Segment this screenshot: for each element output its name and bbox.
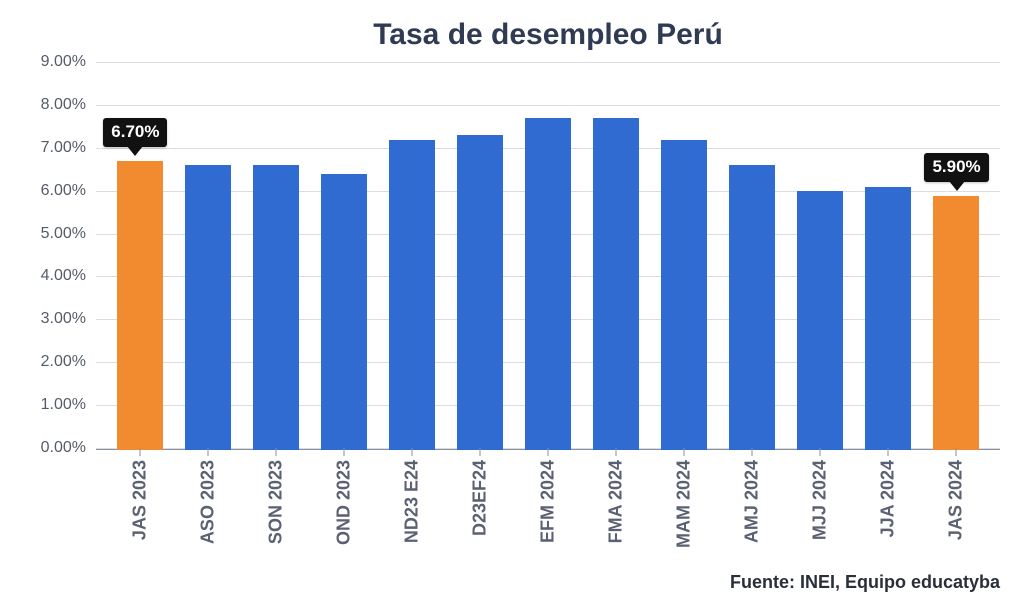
x-label-slot: ND23 E24 bbox=[378, 450, 446, 570]
x-tick-label: EFM 2024 bbox=[538, 460, 559, 543]
bar-slot bbox=[242, 62, 310, 450]
x-label-slot: EFM 2024 bbox=[514, 450, 582, 570]
bar bbox=[797, 191, 843, 450]
x-tick-mark bbox=[412, 448, 413, 456]
bar-slot bbox=[718, 62, 786, 450]
x-label-slot: OND 2023 bbox=[310, 450, 378, 570]
unemployment-chart: Tasa de desempleo Perú 0.00%1.00%2.00%3.… bbox=[0, 0, 1024, 607]
bar-slot: 6.70% bbox=[106, 62, 174, 450]
x-tick-label: MJJ 2024 bbox=[810, 460, 831, 540]
x-label-slot: MJJ 2024 bbox=[786, 450, 854, 570]
x-label-slot: JJA 2024 bbox=[854, 450, 922, 570]
x-tick-mark bbox=[480, 448, 481, 456]
bar-slot bbox=[310, 62, 378, 450]
x-tick-label: AMJ 2024 bbox=[742, 460, 763, 543]
x-label-slot: ASO 2023 bbox=[174, 450, 242, 570]
value-callout: 5.90% bbox=[924, 153, 988, 182]
bar bbox=[321, 174, 367, 450]
x-tick-label: JJA 2024 bbox=[878, 460, 899, 537]
x-tick-mark bbox=[888, 448, 889, 456]
x-label-slot: JAS 2024 bbox=[922, 450, 990, 570]
x-tick-mark bbox=[548, 448, 549, 456]
bar bbox=[865, 187, 911, 450]
x-tick-label: ND23 E24 bbox=[402, 460, 423, 543]
x-tick-label: JAS 2023 bbox=[130, 460, 151, 540]
x-tick-mark bbox=[276, 448, 277, 456]
plot-area: 0.00%1.00%2.00%3.00%4.00%5.00%6.00%7.00%… bbox=[96, 62, 1000, 450]
x-tick-mark bbox=[956, 448, 957, 456]
bar bbox=[525, 118, 571, 450]
y-tick-label: 5.00% bbox=[41, 225, 96, 243]
bar-slot bbox=[446, 62, 514, 450]
x-tick-mark bbox=[820, 448, 821, 456]
x-tick-label: SON 2023 bbox=[266, 460, 287, 544]
x-tick-mark bbox=[684, 448, 685, 456]
bar bbox=[185, 165, 231, 450]
y-tick-label: 8.00% bbox=[41, 96, 96, 114]
x-tick-label: D23EF24 bbox=[470, 460, 491, 536]
x-label-slot: SON 2023 bbox=[242, 450, 310, 570]
bar bbox=[389, 140, 435, 450]
y-tick-label: 4.00% bbox=[41, 267, 96, 285]
bar-slot bbox=[854, 62, 922, 450]
x-tick-label: OND 2023 bbox=[334, 460, 355, 545]
y-tick-label: 9.00% bbox=[41, 53, 96, 71]
x-label-slot: MAM 2024 bbox=[650, 450, 718, 570]
source-caption: Fuente: INEI, Equipo educatyba bbox=[730, 572, 1000, 593]
x-tick-label: MAM 2024 bbox=[674, 460, 695, 548]
y-tick-label: 3.00% bbox=[41, 310, 96, 328]
x-tick-label: JAS 2024 bbox=[946, 460, 967, 540]
y-tick-label: 2.00% bbox=[41, 353, 96, 371]
x-tick-label: FMA 2024 bbox=[606, 460, 627, 543]
x-tick-mark bbox=[344, 448, 345, 456]
x-label-slot: AMJ 2024 bbox=[718, 450, 786, 570]
x-label-slot: FMA 2024 bbox=[582, 450, 650, 570]
x-tick-mark bbox=[208, 448, 209, 456]
chart-title: Tasa de desempleo Perú bbox=[96, 18, 1000, 52]
x-tick-label: ASO 2023 bbox=[198, 460, 219, 544]
value-callout: 6.70% bbox=[103, 118, 167, 147]
x-tick-mark bbox=[752, 448, 753, 456]
x-label-slot: JAS 2023 bbox=[106, 450, 174, 570]
y-tick-label: 7.00% bbox=[41, 139, 96, 157]
bar-slot bbox=[786, 62, 854, 450]
x-tick-mark bbox=[616, 448, 617, 456]
bars-container: 6.70% 5.90% bbox=[96, 62, 1000, 450]
bar-slot bbox=[650, 62, 718, 450]
bar-highlight bbox=[117, 161, 163, 450]
y-tick-label: 0.00% bbox=[41, 439, 96, 457]
bar-slot bbox=[514, 62, 582, 450]
bar-highlight bbox=[933, 196, 979, 450]
y-tick-label: 6.00% bbox=[41, 182, 96, 200]
bar-slot: 5.90% bbox=[922, 62, 990, 450]
bar bbox=[729, 165, 775, 450]
bar bbox=[457, 135, 503, 450]
bar-slot bbox=[582, 62, 650, 450]
bar bbox=[661, 140, 707, 450]
bar-slot bbox=[378, 62, 446, 450]
bar bbox=[253, 165, 299, 450]
bar-slot bbox=[174, 62, 242, 450]
bar bbox=[593, 118, 639, 450]
y-tick-label: 1.00% bbox=[41, 396, 96, 414]
x-label-slot: D23EF24 bbox=[446, 450, 514, 570]
x-tick-mark bbox=[140, 448, 141, 456]
x-axis-labels: JAS 2023 ASO 2023 SON 2023 OND 2023 ND23 E24… bbox=[96, 450, 1000, 570]
